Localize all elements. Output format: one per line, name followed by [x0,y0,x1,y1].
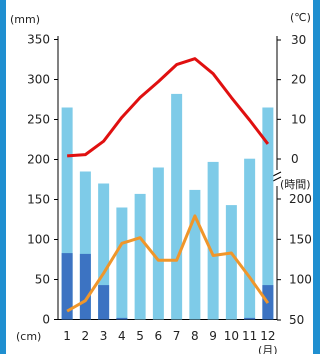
bars [61,93,274,320]
left-tick-label: 250 [27,113,50,127]
precip-bar [61,107,73,320]
precip-bar [98,183,110,320]
climate-chart: 0 50 100 150 200 250 300 350 0 10 20 30 50 100 150 200 1… [10,11,312,354]
snow-axis-unit: (cm) [16,330,41,343]
x-tick-label: 9 [209,329,217,343]
temp-tick-label: 20 [291,73,306,87]
lines [66,57,270,313]
x-tick-label: 7 [173,329,181,343]
x-tick-label: 1 [63,329,71,343]
snow-bar [244,317,256,320]
temp-tick-label: 0 [291,152,299,166]
x-tick-label: 6 [155,329,163,343]
sun-tick-label: 150 [289,232,312,246]
axes [54,36,282,321]
axis-break-mark [272,171,282,177]
snow-bar [79,253,91,320]
snow-bar [116,317,128,320]
x-tick-label: 8 [191,329,199,343]
left-tick-label: 0 [42,313,50,327]
x-tick-label: 12 [260,329,275,343]
sun-tick-label: 200 [289,192,312,206]
precip-bar [244,158,256,320]
precip-bar [152,167,164,320]
precip-bar [207,161,219,320]
chart-frame: 0 50 100 150 200 250 300 350 0 10 20 30 50 100 150 200 1… [6,0,313,354]
precip-bar [79,171,91,320]
sunshine-line [66,214,270,313]
temp-tick-label: 30 [291,33,306,47]
temp-axis-unit: (℃) [290,11,311,24]
left-tick-label: 50 [35,273,50,287]
snow-bar [61,253,73,320]
precip-bar [262,107,274,320]
sun-tick-label: 100 [289,273,312,287]
axis-break-mark [272,176,282,182]
left-axis-unit: (mm) [10,13,40,26]
x-axis-unit: (月) [258,344,278,354]
x-tick-label: 11 [242,329,257,343]
snow-bar [98,285,110,320]
precip-bar [134,193,146,320]
precip-bar [189,189,201,320]
temperature-line [67,57,270,158]
sun-axis-unit: (時間) [280,178,311,191]
left-tick-label: 350 [27,33,50,47]
x-tick-label: 5 [136,329,144,343]
tick-labels: 0 50 100 150 200 250 300 350 0 10 20 30 50 100 150 200 1… [27,33,312,344]
left-tick-label: 100 [27,233,50,247]
left-tick-label: 150 [27,193,50,207]
x-tick-label: 3 [100,329,108,343]
precip-bar [116,207,128,320]
x-tick-label: 2 [82,329,90,343]
x-tick-label: 10 [224,329,239,343]
temp-tick-label: 10 [291,112,306,126]
x-tick-label: 4 [118,329,126,343]
precip-bar [225,205,237,320]
left-tick-label: 300 [27,73,50,87]
left-tick-label: 200 [27,153,50,167]
precip-bar [171,93,183,320]
sun-tick-label: 50 [289,313,304,327]
